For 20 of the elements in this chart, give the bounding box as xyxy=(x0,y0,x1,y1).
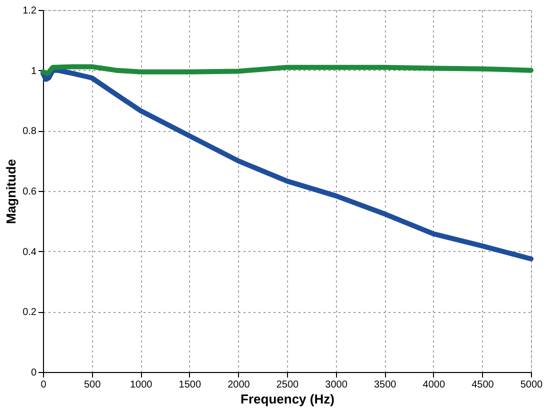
x-tick-label: 500 xyxy=(84,380,102,390)
x-tick-label: 2000 xyxy=(228,380,250,390)
y-tick-label: 0.2 xyxy=(22,307,37,318)
x-tick-label: 4000 xyxy=(422,380,446,390)
x-tick-label: 5000 xyxy=(520,380,544,390)
x-tick-label: 4500 xyxy=(472,380,494,390)
x-tick-label: 1000 xyxy=(130,380,153,390)
x-tick-label: 3500 xyxy=(374,380,397,390)
x-tick-label: 0 xyxy=(40,380,47,390)
y-tick-label: 0 xyxy=(30,368,37,378)
y-tick-label: 1 xyxy=(30,66,37,77)
x-tick-label: 3000 xyxy=(325,380,348,390)
y-tick-label: 0.6 xyxy=(22,186,37,198)
x-tick-label: 2500 xyxy=(276,380,300,390)
y-tick-label: 1.2 xyxy=(22,6,37,16)
y-tick-label: 0.8 xyxy=(22,126,37,138)
y-axis-title: Magnitude xyxy=(4,159,19,224)
y-tick-label: 0.4 xyxy=(22,246,37,258)
x-axis-title: Frequency (Hz) xyxy=(240,392,334,406)
x-tick-label: 1500 xyxy=(178,380,202,390)
